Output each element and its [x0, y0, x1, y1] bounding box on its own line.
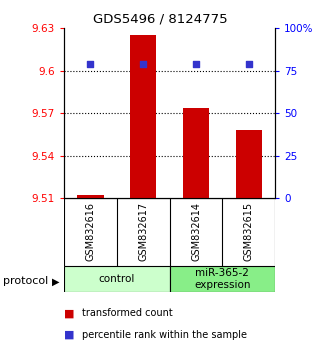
Text: GDS5496 / 8124775: GDS5496 / 8124775: [93, 12, 227, 25]
Bar: [236, 130, 262, 198]
Bar: [170, 266, 275, 292]
Point: [194, 61, 199, 67]
Text: protocol: protocol: [3, 276, 48, 286]
Text: GSM832617: GSM832617: [138, 202, 148, 262]
Text: transformed count: transformed count: [82, 308, 172, 318]
Text: GSM832616: GSM832616: [85, 202, 95, 261]
Point: [88, 61, 93, 67]
Bar: [77, 195, 104, 198]
Text: miR-365-2
expression: miR-365-2 expression: [194, 268, 251, 290]
Text: ▶: ▶: [52, 276, 59, 286]
Point: [246, 61, 252, 67]
Point: [141, 61, 146, 67]
Text: control: control: [99, 274, 135, 284]
Text: ■: ■: [64, 308, 75, 318]
Bar: [130, 35, 156, 198]
Text: percentile rank within the sample: percentile rank within the sample: [82, 330, 247, 339]
Bar: [64, 266, 170, 292]
Bar: [183, 108, 209, 198]
Text: GSM832615: GSM832615: [244, 202, 254, 262]
Text: ■: ■: [64, 330, 75, 339]
Text: GSM832614: GSM832614: [191, 202, 201, 261]
